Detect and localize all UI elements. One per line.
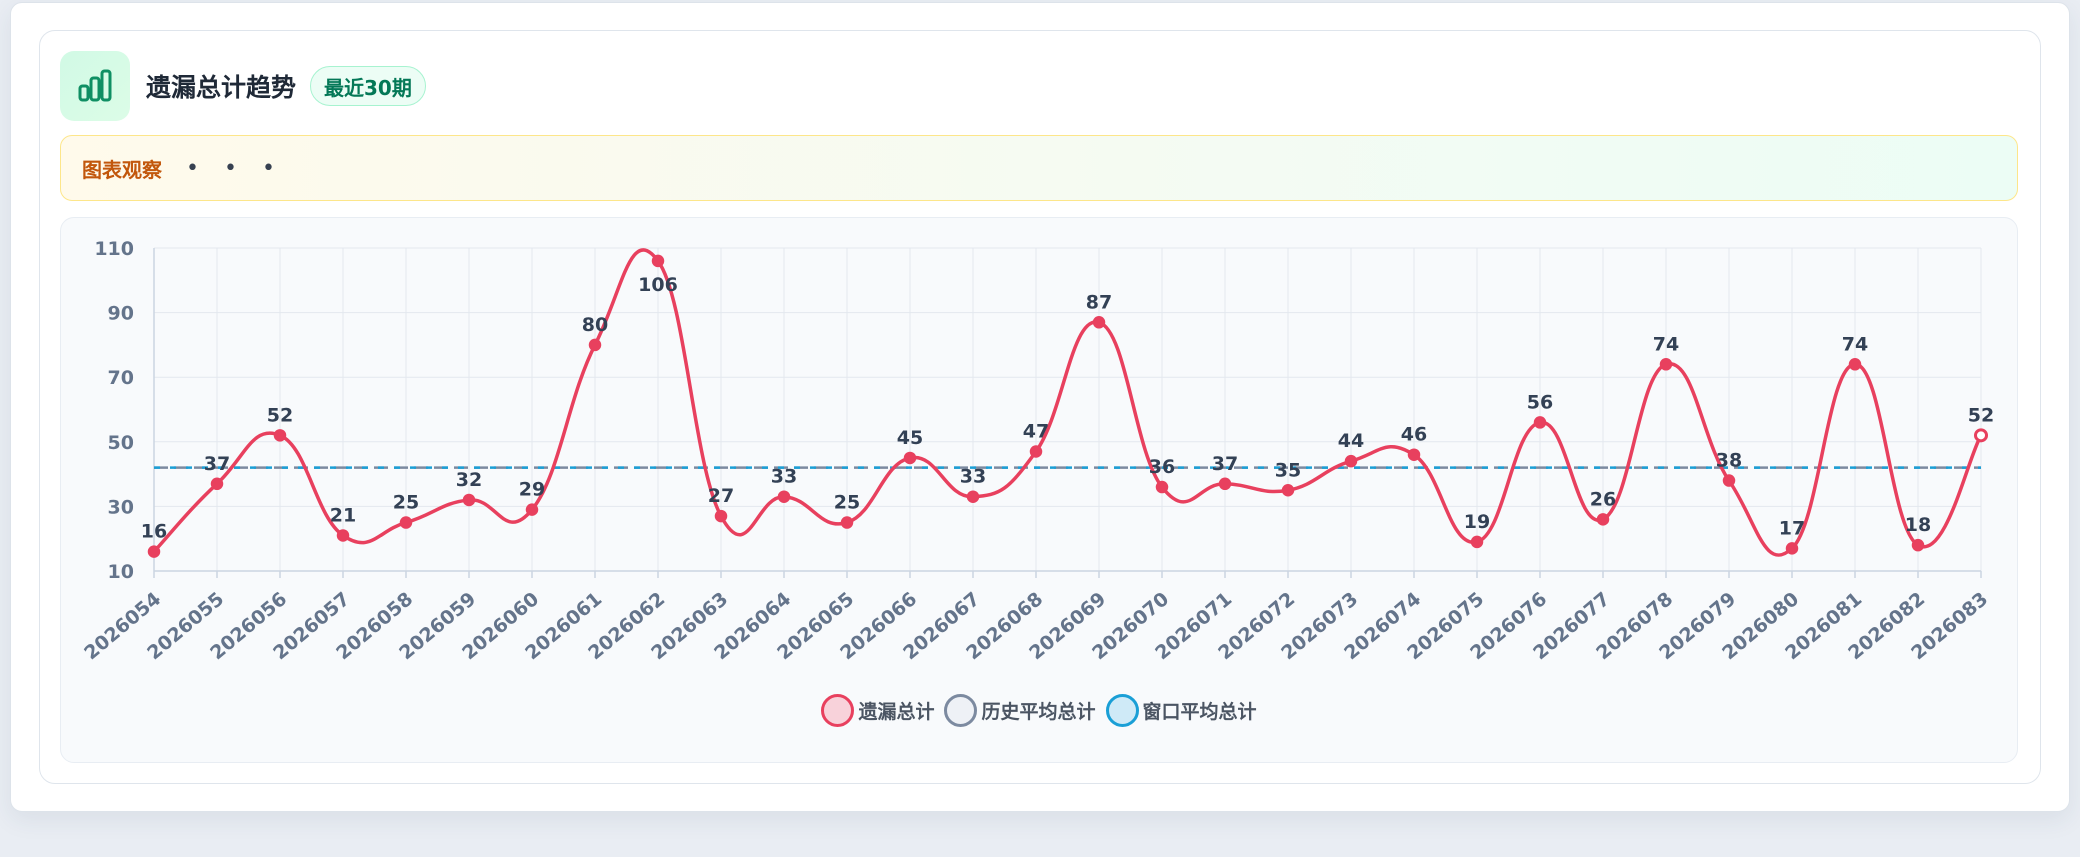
data-point [147,545,161,558]
data-label: 45 [897,427,923,449]
y-tick-label: 70 [108,367,134,389]
data-label: 19 [1464,511,1490,533]
data-point [1974,428,1988,443]
data-point [1911,538,1925,552]
legend-swatch-total [821,694,855,727]
legend-label-total: 遗漏总计 [858,701,935,723]
data-label: 74 [1653,333,1679,355]
data-point [651,254,665,268]
data-point [1848,358,1862,371]
y-tick-label: 50 [108,432,134,454]
data-point [273,429,287,442]
data-label: 17 [1779,517,1805,539]
data-label: 52 [267,404,293,426]
y-tick-label: 30 [108,496,134,518]
data-label: 26 [1590,488,1616,510]
legend-label-window-avg: 窗口平均总计 [1142,701,1257,723]
page-frame: 遗漏总计趋势 最近30期 图表观察 • • • 16 37 52 21 25 32 29 80… [10,2,2070,812]
data-label: 36 [1149,456,1175,478]
trend-card: 遗漏总计趋势 最近30期 图表观察 • • • 16 37 52 21 25 32 29 80… [39,30,2041,784]
data-label: 21 [330,504,356,526]
data-label: 16 [141,521,167,543]
data-point [525,503,539,516]
data-point [1659,358,1673,371]
data-label: 25 [393,492,419,514]
data-label: 56 [1527,391,1553,413]
chart-observation-bar[interactable]: 图表观察 • • • [60,135,2018,201]
data-label: 27 [708,485,734,507]
chart-legend: 遗漏总计 历史平均总计 窗口平均总计 [61,694,2017,727]
data-label: 37 [204,453,230,475]
y-tick-label: 110 [94,238,134,260]
data-point [1218,477,1232,491]
data-point [1029,445,1043,458]
data-point [777,490,791,503]
legend-item-window-avg[interactable]: 窗口平均总计 [1105,694,1257,727]
legend-label-history-avg: 历史平均总计 [981,701,1096,723]
data-label: 47 [1023,420,1049,442]
data-label: 33 [960,466,986,488]
data-label: 38 [1716,450,1742,472]
data-label: 80 [582,314,608,336]
data-point [399,516,413,529]
bar-chart-icon [60,51,130,121]
data-label: 37 [1212,453,1238,475]
period-badge: 最近30期 [310,66,426,106]
data-point [462,493,476,507]
data-point [210,477,224,491]
data-point [1596,513,1610,526]
card-title: 遗漏总计趋势 [146,73,297,102]
data-label: 33 [771,466,797,488]
data-label: 87 [1086,291,1112,313]
data-point [1470,535,1484,549]
data-point [840,516,854,529]
data-point [1344,454,1358,468]
data-label: 18 [1905,514,1931,536]
data-point [903,451,917,465]
legend-item-history-avg[interactable]: 历史平均总计 [944,694,1096,727]
data-label: 32 [456,469,482,491]
data-point [966,490,980,503]
data-label: 29 [519,479,545,501]
data-point [1407,448,1421,461]
data-point [1281,484,1295,497]
data-point [1533,416,1547,429]
trend-line-chart: 16 37 52 21 25 32 29 80 106 27 33 25 45 33 47 87 36 37 35 4… [80,238,1994,664]
chart-panel: 16 37 52 21 25 32 29 80 106 27 33 25 45 33 47 87 36 37 35 4… [60,217,2018,763]
data-label: 46 [1401,424,1427,446]
data-label: 35 [1275,459,1301,481]
card-header: 遗漏总计趋势 最近30期 [60,51,426,121]
data-point [588,338,602,352]
data-point [1155,480,1169,494]
missing-total-line [152,248,1983,557]
data-label: 106 [638,274,678,296]
data-point [336,529,350,542]
data-label: 44 [1338,430,1364,452]
legend-swatch-window-avg [1105,694,1139,727]
data-label: 74 [1842,333,1868,355]
data-label: 52 [1968,404,1994,426]
data-point [1785,542,1799,555]
data-point [1722,474,1736,487]
legend-item-total[interactable]: 遗漏总计 [821,694,934,727]
y-tick-label: 90 [108,303,134,325]
data-label: 25 [834,492,860,514]
y-tick-label: 10 [108,561,134,583]
legend-swatch-history-avg [944,694,978,727]
data-point [714,509,728,523]
data-point [1092,316,1106,329]
observation-ellipsis-icon[interactable]: • • • [186,155,284,181]
observation-label: 图表观察 [82,157,162,182]
